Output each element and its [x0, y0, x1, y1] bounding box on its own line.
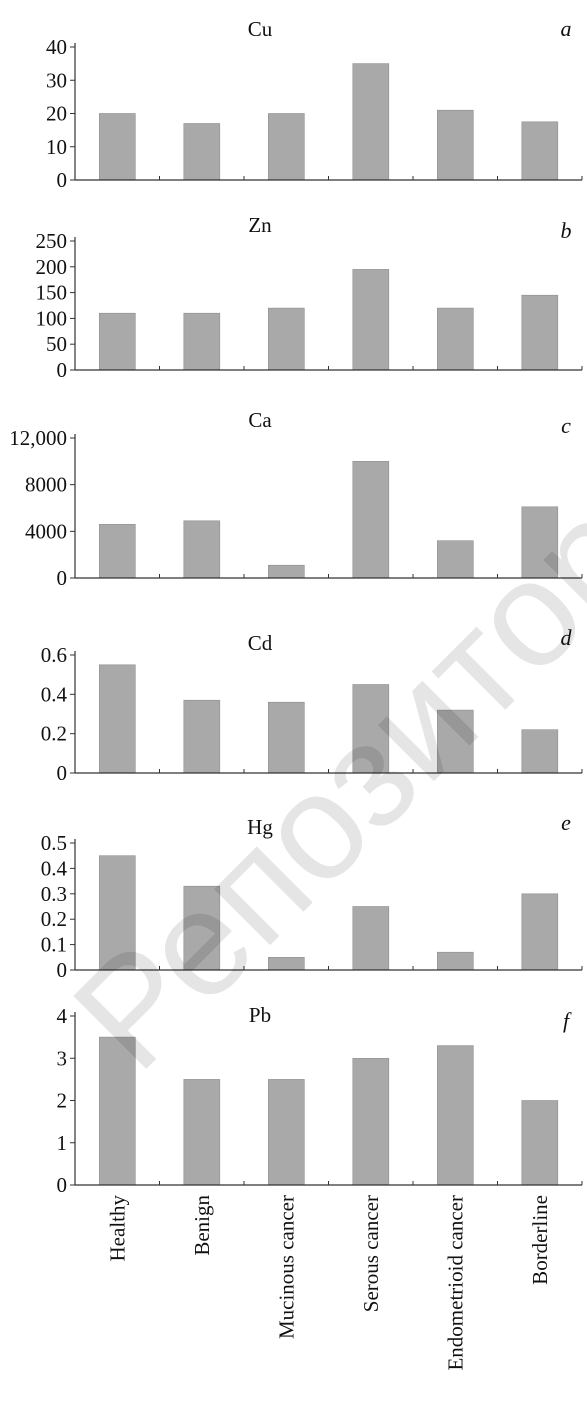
- y-tick-label: 3: [57, 1046, 68, 1070]
- bar-cu-3: [352, 63, 390, 181]
- bar-zn-1: [183, 312, 221, 371]
- bar-zn-0: [99, 312, 136, 371]
- y-tick-label: 0: [57, 358, 68, 382]
- y-tick-label: 0.4: [41, 682, 68, 706]
- category-label: Borderline: [528, 1195, 552, 1285]
- panel-c: 0 4000 8000 12,000 Ca c: [9, 408, 583, 590]
- bar-ca-0: [99, 523, 136, 579]
- bar-cd-4: [436, 709, 474, 774]
- panel-letter: a: [561, 16, 572, 41]
- panel-title: Hg: [247, 815, 273, 839]
- y-tick-label: 8000: [25, 473, 67, 497]
- y-tick-label: 1: [57, 1131, 68, 1155]
- y-tick-label: 0: [57, 1173, 68, 1197]
- bar-cu-0: [99, 113, 136, 181]
- bar-hg-0: [99, 855, 136, 971]
- y-tick-label: 0: [57, 761, 68, 785]
- bar-pb-1: [183, 1079, 221, 1186]
- panel-letter: c: [561, 413, 571, 438]
- bar-zn-4: [436, 307, 474, 371]
- bar-hg-4: [436, 951, 474, 971]
- y-tick-label: 50: [46, 332, 67, 356]
- y-tick-label: 4: [57, 1004, 68, 1028]
- bar-ca-5: [521, 506, 559, 579]
- y-tick-label: 200: [36, 255, 68, 279]
- y-tick-label: 2: [57, 1089, 68, 1113]
- bar-cu-2: [267, 113, 305, 181]
- y-tick-label: 12,000: [9, 426, 67, 450]
- bar-cd-2: [267, 701, 305, 774]
- bar-cu-4: [436, 109, 474, 181]
- y-tick-label: 0.3: [41, 882, 67, 906]
- panel-title: Zn: [248, 213, 272, 237]
- bar-cu-5: [521, 121, 559, 181]
- bar-cu-1: [183, 123, 221, 181]
- panel-title: Cd: [248, 631, 273, 655]
- panel-letter: f: [563, 1008, 572, 1033]
- category-label: Mucinous cancer: [274, 1195, 298, 1339]
- bar-cd-5: [521, 729, 559, 774]
- y-tick-label: 0.2: [41, 907, 67, 931]
- y-tick-label: 0: [57, 566, 68, 590]
- panel-title: Pb: [249, 1003, 271, 1027]
- bar-hg-3: [352, 906, 390, 971]
- category-label: Endometrioid cancer: [443, 1195, 467, 1371]
- y-tick-label: 20: [46, 102, 67, 126]
- y-tick-label: 4000: [25, 519, 67, 543]
- y-tick-label: 0: [57, 168, 68, 192]
- panel-title: Cu: [248, 17, 273, 41]
- y-tick-label: 0.5: [41, 831, 67, 855]
- y-tick-label: 0.1: [41, 933, 67, 957]
- y-tick-label: 150: [36, 281, 68, 305]
- y-tick-label: 40: [46, 35, 67, 59]
- panel-e: 00.10.20.30.40.5 Hg e: [41, 810, 583, 982]
- y-tick-label: 0.2: [41, 722, 67, 746]
- bar-cd-1: [183, 699, 221, 774]
- y-tick-label: 250: [36, 229, 68, 253]
- y-tick-label: 100: [36, 306, 68, 330]
- bar-ca-3: [352, 460, 390, 579]
- category-label: Serous cancer: [359, 1195, 383, 1312]
- panel-letter: b: [561, 218, 572, 243]
- bar-hg-5: [521, 893, 559, 971]
- y-tick-label: 10: [46, 135, 67, 159]
- y-tick-label: 0.4: [41, 856, 68, 880]
- y-tick-label: 30: [46, 68, 67, 92]
- category-label: Benign: [190, 1195, 214, 1256]
- bar-ca-2: [267, 564, 305, 579]
- bar-cd-0: [99, 664, 136, 774]
- y-tick-label: 0: [57, 958, 68, 982]
- bar-zn-5: [521, 294, 559, 371]
- bar-zn-3: [352, 269, 390, 371]
- panel-f: 0 1 2 3 4 Pb f: [57, 1003, 583, 1197]
- bar-hg-1: [183, 885, 221, 971]
- panel-d: 0 0.2 0.4 0.6 Cd d: [41, 625, 583, 785]
- bar-pb-0: [99, 1036, 136, 1186]
- panel-letter: d: [561, 625, 573, 650]
- y-tick-label: 0.6: [41, 643, 67, 667]
- bar-ca-4: [436, 540, 474, 579]
- bar-hg-2: [267, 956, 305, 971]
- bar-pb-4: [436, 1045, 474, 1186]
- category-label: Healthy: [105, 1195, 129, 1262]
- panel-letter: e: [561, 810, 571, 835]
- bar-pb-5: [521, 1100, 559, 1186]
- bar-pb-2: [267, 1079, 305, 1186]
- bar-cd-3: [352, 684, 390, 774]
- panel-title: Ca: [248, 408, 272, 432]
- bar-zn-2: [267, 307, 305, 371]
- bar-ca-1: [183, 520, 221, 579]
- bar-pb-3: [352, 1058, 390, 1186]
- panel-a: 0 10 20 30 40 Cu a: [46, 16, 583, 192]
